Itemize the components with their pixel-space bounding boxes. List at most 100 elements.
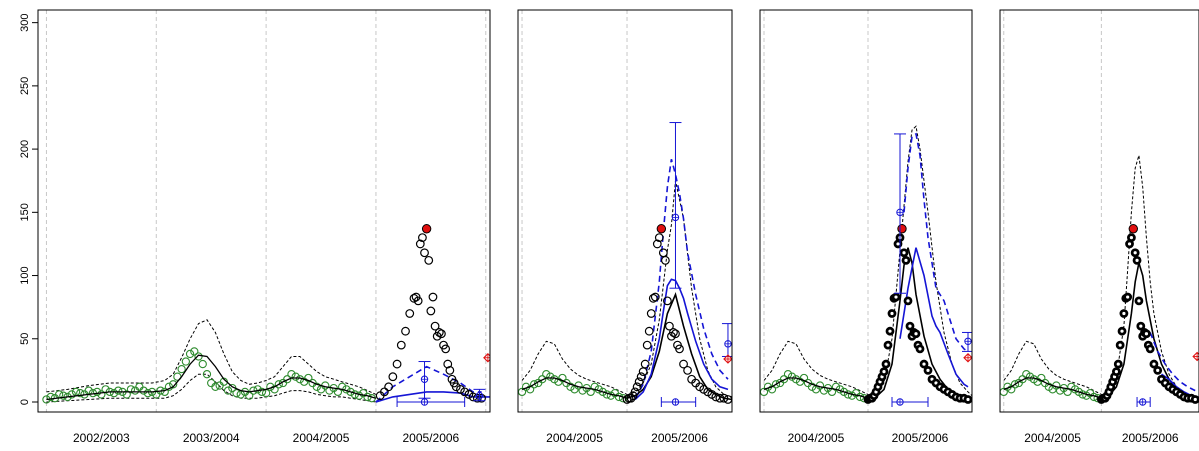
observed-point-core	[1148, 347, 1152, 351]
panel-frame	[37, 9, 491, 413]
observed-point	[418, 233, 427, 243]
observed-point	[430, 321, 440, 331]
observed-point	[434, 328, 444, 337]
history-point	[337, 382, 347, 391]
observed-point	[396, 340, 406, 350]
history-point	[135, 382, 144, 391]
history-point	[71, 387, 81, 397]
observed-point	[437, 329, 446, 339]
season-label: 2005/2006	[651, 431, 708, 445]
observed-point	[662, 296, 672, 306]
observed-point-core	[1135, 258, 1139, 262]
panel-1: 0 50 100 150 200 250 300 2002/2003 2003/2004 2004…	[19, 9, 491, 445]
observed-point	[384, 382, 394, 392]
history-point	[598, 387, 607, 397]
observed-point-core	[1127, 242, 1132, 246]
history-upper-line	[1003, 340, 1102, 395]
history-point	[109, 388, 119, 398]
observed-point-core	[1133, 251, 1137, 255]
history-point	[304, 373, 313, 383]
observed-point-core	[1114, 370, 1118, 374]
history-point	[211, 382, 220, 391]
observed-point-core	[1152, 362, 1156, 366]
observed-point-core	[906, 299, 910, 303]
observed-point	[426, 306, 436, 316]
history-point	[54, 390, 64, 399]
observed-point-core	[1118, 343, 1122, 347]
observed-point-core	[882, 370, 886, 374]
observed-point-core	[1156, 368, 1160, 372]
history-point	[606, 391, 616, 400]
history-point	[232, 388, 241, 398]
observed-point-core	[1137, 299, 1141, 303]
y-tick-label: 250	[19, 77, 31, 95]
history-point	[59, 391, 68, 400]
panel-body	[518, 10, 732, 412]
season-label: 2002/2003	[73, 431, 130, 445]
season-label: 2003/2004	[183, 431, 240, 445]
history-point	[223, 386, 233, 395]
observed-point-core	[902, 251, 906, 255]
y-tick-label: 0	[19, 399, 31, 405]
history-point	[131, 386, 140, 395]
history-upper-line	[763, 340, 869, 395]
observed-point	[636, 372, 646, 382]
history-point	[525, 385, 535, 394]
observed-point	[392, 359, 402, 369]
history-point	[274, 380, 283, 389]
forecast-upper-line	[375, 365, 482, 403]
history-point	[538, 375, 547, 384]
history-point	[194, 352, 203, 361]
observed-point	[683, 365, 692, 375]
history-point	[92, 387, 102, 397]
season-label: 2005/2006	[892, 431, 949, 445]
observed-point	[675, 344, 684, 354]
forecast-median-line	[634, 278, 729, 401]
y-tick-label: 100	[19, 266, 31, 284]
observed-point	[456, 384, 465, 394]
history-point	[97, 390, 106, 399]
observed-point	[630, 387, 640, 397]
history-point	[257, 387, 267, 397]
observed-point	[445, 365, 455, 375]
observed-point-core	[926, 368, 930, 372]
season-label: 2005/2006	[1122, 431, 1179, 445]
observed-point	[451, 382, 461, 392]
observed-point	[428, 292, 438, 302]
observed-point-core	[884, 362, 888, 366]
panel-body	[1000, 10, 1199, 412]
observed-point-core	[1126, 295, 1130, 299]
observed-point	[460, 387, 470, 397]
season-label: 2004/2005	[788, 431, 845, 445]
observed-point	[401, 326, 410, 336]
y-tick-label: 150	[19, 203, 31, 221]
observed-point-core	[1139, 324, 1143, 328]
observed-point	[671, 329, 680, 339]
observed-point	[715, 393, 725, 403]
observed-point-core	[1193, 397, 1197, 402]
observed-point	[379, 387, 389, 397]
observed-point	[658, 248, 668, 258]
observed-point-core	[908, 324, 912, 328]
observed-point	[638, 367, 648, 377]
panel-2: 2004/2005 2005/2006	[517, 9, 733, 445]
history-upper-line	[46, 319, 377, 395]
forecast-upper-line	[903, 132, 969, 353]
history-point	[779, 375, 789, 384]
history-point	[181, 357, 191, 366]
panel-body	[42, 10, 490, 412]
history-point	[566, 382, 575, 391]
observed-point	[464, 390, 474, 399]
season-label: 2004/2005	[546, 431, 603, 445]
observed-point	[622, 395, 632, 404]
panel-4: 2004/2005 2005/2006	[999, 9, 1199, 445]
observed-point	[388, 372, 398, 382]
observed-point	[420, 248, 429, 258]
observed-point	[719, 393, 729, 403]
observed-point	[650, 292, 660, 302]
history-point	[126, 385, 136, 394]
observed-peak-point	[421, 224, 432, 234]
history-point	[799, 373, 809, 383]
history-point	[143, 388, 152, 398]
panel-frame	[999, 9, 1199, 413]
